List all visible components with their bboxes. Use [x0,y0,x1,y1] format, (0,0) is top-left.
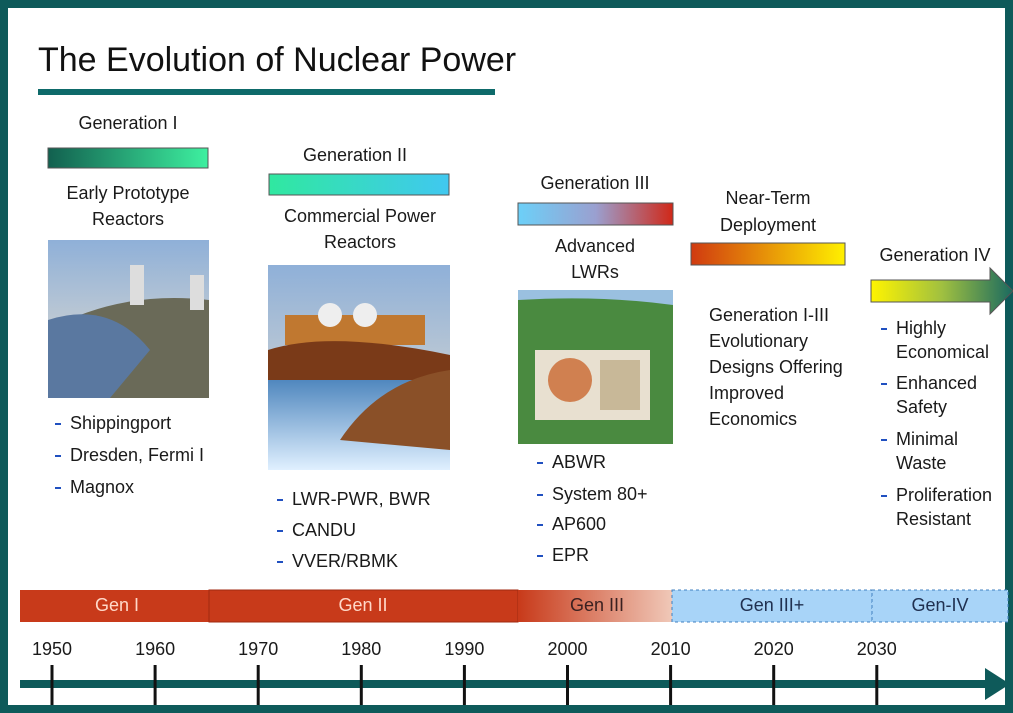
subtitle: Reactors [324,232,396,252]
list-item: LWR-PWR, BWR [292,489,431,509]
era-label: Gen III [570,595,624,615]
year-label: 2010 [651,639,691,659]
heading: Generation II [303,145,407,165]
bullet [881,439,887,441]
list-item: VVER/RBMK [292,551,398,571]
list-item: Safety [896,397,947,417]
subtitle: Generation I-III [709,305,829,325]
subtitle: Reactors [92,209,164,229]
year-label: 2030 [857,639,897,659]
title-underline [38,89,495,95]
bullet [881,495,887,497]
era-label: Gen I [95,595,139,615]
bullet [55,487,61,489]
list-item: EPR [552,545,589,565]
timeline-arrow [20,668,1010,700]
subtitle: Advanced [555,236,635,256]
year-label: 2020 [754,639,794,659]
subtitle: Improved [709,383,784,403]
bullet [537,524,543,526]
era-label: Gen II [338,595,387,615]
bullet [881,328,887,330]
photo [268,265,450,470]
bullet [277,561,283,563]
gen-bar [269,174,449,195]
year-label: 2000 [547,639,587,659]
list-item: Highly [896,318,946,338]
list-item: Proliferation [896,485,992,505]
year-label: 1950 [32,639,72,659]
gen-bar [518,203,673,225]
list-item: ABWR [552,452,606,472]
era-label: Gen III+ [740,595,805,615]
gen-bar [691,243,845,265]
bullet [277,499,283,501]
gen-bar [48,148,208,168]
list-item: Waste [896,453,946,473]
photo [48,240,209,398]
list-item: Resistant [896,509,971,529]
list-item: Shippingport [70,413,171,433]
title: The Evolution of Nuclear Power [38,41,516,79]
gen-arrow [871,268,1013,314]
subtitle: Early Prototype [66,183,189,203]
list-item: System 80+ [552,484,648,504]
subtitle: Economics [709,409,797,429]
bullet [277,530,283,532]
list-item: AP600 [552,514,606,534]
year-label: 1960 [135,639,175,659]
bullet [55,423,61,425]
subtitle: Evolutionary [709,331,808,351]
heading: Generation IV [879,245,990,265]
bullet [55,455,61,457]
heading: Near-Term [725,188,810,208]
heading: Generation I [78,113,177,133]
subtitle: LWRs [571,262,619,282]
bullet [537,494,543,496]
list-item: Enhanced [896,373,977,393]
bullet [537,555,543,557]
list-item: Economical [896,342,989,362]
year-label: 1970 [238,639,278,659]
heading: Generation III [540,173,649,193]
year-label: 1990 [444,639,484,659]
list-item: CANDU [292,520,356,540]
list-item: Minimal [896,429,958,449]
subtitle: Designs Offering [709,357,843,377]
era-label: Gen-IV [911,595,968,615]
diagram: The Evolution of Nuclear Power Generatio… [0,0,1013,713]
bullet [537,462,543,464]
list-item: Dresden, Fermi I [70,445,204,465]
list-item: Magnox [70,477,134,497]
year-label: 1980 [341,639,381,659]
bullet [881,383,887,385]
heading: Deployment [720,215,816,235]
photo [518,290,673,444]
subtitle: Commercial Power [284,206,436,226]
